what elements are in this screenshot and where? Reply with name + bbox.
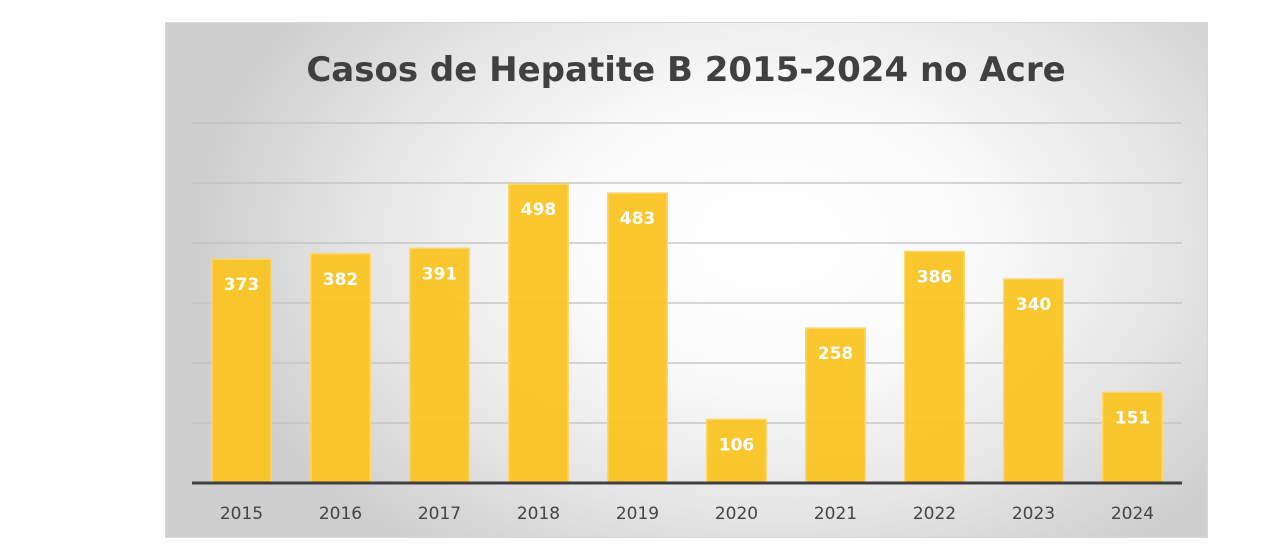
x-tick-labels: 2015 2016 2017 2018 2019 2020 2021 2022 2023 2024 bbox=[220, 504, 1154, 524]
bar-2021 bbox=[805, 327, 866, 484]
data-label-2023: 340 bbox=[1016, 295, 1052, 315]
data-label-2015: 373 bbox=[224, 275, 260, 295]
data-label-2016: 382 bbox=[323, 270, 359, 290]
x-tick-label-2023: 2023 bbox=[1012, 504, 1055, 524]
x-tick-label-2019: 2019 bbox=[616, 504, 659, 524]
bar-2017 bbox=[409, 247, 470, 484]
data-labels: 373 382 391 498 483 106 258 386 340 151 bbox=[224, 200, 1151, 455]
x-tick-label-2015: 2015 bbox=[220, 504, 263, 524]
data-label-2017: 391 bbox=[422, 264, 458, 284]
bar-chart: Casos de Hepatite B 2015-2024 no Acre 37… bbox=[192, 50, 1182, 524]
data-label-2024: 151 bbox=[1115, 408, 1151, 428]
x-tick-label-2020: 2020 bbox=[715, 504, 758, 524]
chart-title: Casos de Hepatite B 2015-2024 no Acre bbox=[306, 50, 1065, 90]
x-tick-label-2018: 2018 bbox=[517, 504, 560, 524]
x-tick-label-2021: 2021 bbox=[814, 504, 857, 524]
data-label-2019: 483 bbox=[620, 209, 656, 229]
x-tick-label-2022: 2022 bbox=[913, 504, 956, 524]
chart-area: Casos de Hepatite B 2015-2024 no Acre 37… bbox=[165, 22, 1208, 538]
bar-2016 bbox=[310, 253, 371, 484]
data-label-2020: 106 bbox=[719, 435, 755, 455]
bar-2019 bbox=[607, 192, 668, 484]
data-label-2018: 498 bbox=[521, 200, 557, 220]
data-label-2022: 386 bbox=[917, 267, 953, 287]
x-tick-label-2017: 2017 bbox=[418, 504, 461, 524]
bar-2022 bbox=[904, 250, 965, 484]
data-label-2021: 258 bbox=[818, 344, 854, 364]
bars bbox=[211, 183, 1163, 484]
bar-2018 bbox=[508, 183, 569, 484]
x-tick-label-2024: 2024 bbox=[1111, 504, 1154, 524]
x-tick-label-2016: 2016 bbox=[319, 504, 362, 524]
bar-2024 bbox=[1102, 391, 1163, 484]
bar-2023 bbox=[1003, 278, 1064, 484]
